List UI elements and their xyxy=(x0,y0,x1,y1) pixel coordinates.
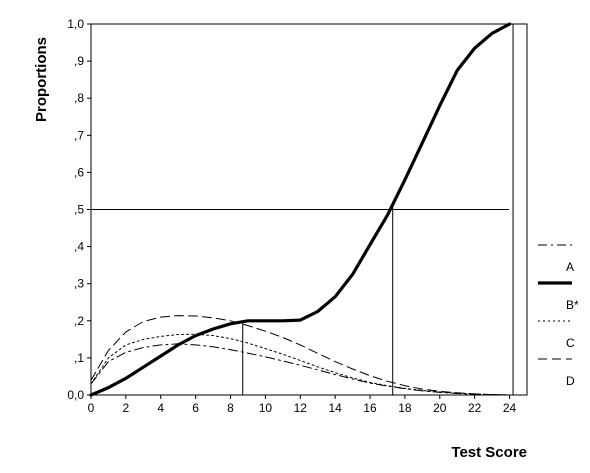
x-tick-label: 2 xyxy=(123,401,130,415)
legend-label: A xyxy=(566,260,574,274)
x-tick-label: 0 xyxy=(88,401,95,415)
y-tick-label: ,6 xyxy=(74,165,84,179)
series-line-d xyxy=(90,315,511,396)
x-axis-title: Test Score xyxy=(451,444,527,461)
x-tick-label: 12 xyxy=(294,401,308,415)
x-tick-label: 18 xyxy=(398,401,412,415)
ticks: 0 2 4 6 8 10 12 14 16 18 20 22 240,0,1,2,3,4,5,6,7,8… xyxy=(67,17,516,415)
series-line-b xyxy=(89,22,512,397)
x-tick-label: 4 xyxy=(157,401,164,415)
y-tick-label: ,3 xyxy=(74,277,84,291)
legend-label: B* xyxy=(566,298,579,312)
y-tick-label: ,1 xyxy=(74,351,84,365)
x-tick-label: 6 xyxy=(192,401,199,415)
y-tick-label: 1,0 xyxy=(67,17,84,31)
legend: A B* C D xyxy=(538,244,579,388)
y-axis-title: Proportions xyxy=(33,37,50,122)
y-tick-label: ,4 xyxy=(74,240,84,254)
x-tick-label: 8 xyxy=(227,401,234,415)
series-lines xyxy=(89,22,512,397)
y-tick-label: ,5 xyxy=(74,203,84,217)
x-tick-label: 14 xyxy=(328,401,342,415)
x-tick-label: 20 xyxy=(433,401,447,415)
x-tick-label: 24 xyxy=(503,401,517,415)
legend-label: D xyxy=(566,374,575,388)
x-tick-label: 16 xyxy=(363,401,377,415)
y-tick-label: 0,0 xyxy=(67,388,84,402)
y-tick-label: ,8 xyxy=(74,91,84,105)
y-tick-label: ,2 xyxy=(74,314,84,328)
legend-label: C xyxy=(566,336,575,350)
x-tick-label: 10 xyxy=(259,401,273,415)
series-line-c xyxy=(90,333,511,396)
x-tick-label: 22 xyxy=(468,401,482,415)
reference-lines xyxy=(91,23,514,395)
y-tick-label: ,9 xyxy=(74,54,84,68)
y-tick-label: ,7 xyxy=(74,128,84,142)
series-line-a xyxy=(90,343,511,396)
